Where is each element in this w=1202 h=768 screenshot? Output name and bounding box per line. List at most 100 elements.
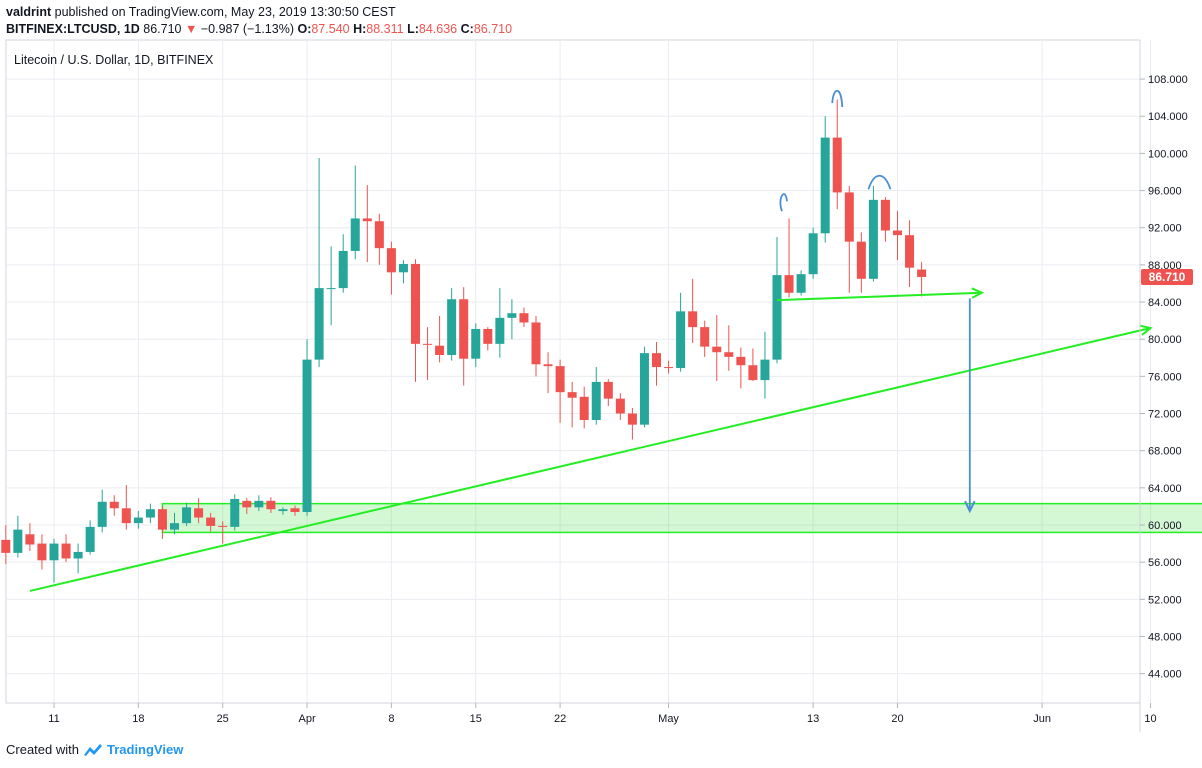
candle <box>724 325 734 371</box>
candle-body <box>868 199 878 279</box>
candle <box>85 520 95 555</box>
candle <box>109 495 119 516</box>
time-tick-label: 10 <box>1144 713 1156 725</box>
candle <box>495 288 505 358</box>
candle-body <box>73 551 83 559</box>
time-tick-label: 22 <box>554 713 566 725</box>
created-with-text: Created with <box>6 742 79 757</box>
candle <box>314 158 324 368</box>
candle <box>326 246 336 326</box>
candle <box>808 227 818 279</box>
time-tick-label: May <box>658 713 679 725</box>
time-tick-label: 11 <box>48 713 59 725</box>
candle-body <box>230 498 240 527</box>
candle-body <box>97 501 107 527</box>
candle-body <box>760 359 770 381</box>
candle-body <box>507 313 517 318</box>
price-tick-label: 92.000 <box>1148 223 1182 235</box>
candle-body <box>194 508 204 518</box>
candle-body <box>423 343 433 345</box>
candle <box>338 234 348 293</box>
author-name[interactable]: valdrint <box>6 5 52 19</box>
candle <box>386 241 396 295</box>
candle-body <box>218 525 228 527</box>
pattern-mark-right <box>867 174 892 190</box>
pattern-mark-left <box>779 193 788 212</box>
plot-area[interactable] <box>5 39 1141 704</box>
publish-info: valdrint published on TradingView.com, M… <box>6 5 396 19</box>
candle <box>471 323 481 368</box>
candle-body <box>483 328 493 344</box>
candle-body <box>290 508 300 512</box>
candle-body <box>748 365 758 381</box>
candle <box>362 184 372 263</box>
candle <box>639 346 649 428</box>
candle-body <box>880 199 890 231</box>
candle <box>302 339 312 516</box>
candle <box>97 489 107 533</box>
candle <box>133 511 143 529</box>
price-tick-label: 52.000 <box>1148 594 1182 606</box>
price-tick-label: 88.000 <box>1148 260 1182 272</box>
candle-body <box>567 392 577 398</box>
candle <box>49 538 59 583</box>
candle <box>748 348 758 382</box>
candle-body <box>278 509 288 512</box>
price-axis[interactable]: 44.000 48.000 52.000 56.000 60.000 64.000 68.0… <box>1140 74 1188 681</box>
time-tick-label: 18 <box>132 713 144 725</box>
candle <box>652 341 661 386</box>
candle <box>350 165 360 260</box>
candle <box>423 327 433 381</box>
candle <box>242 498 252 514</box>
candle-body <box>591 381 601 421</box>
chart-title: Litecoin / U.S. Dollar, 1D, BITFINEX <box>14 53 214 67</box>
last-price-label: 86.710 <box>1149 270 1186 284</box>
candle <box>290 505 300 516</box>
low-value: 84.636 <box>418 22 458 36</box>
time-axis[interactable]: 11 18 25 Apr 8 15 22 May 13 20 Jun 10 <box>48 703 1157 725</box>
candle-body <box>350 218 360 251</box>
neckline-arrowhead <box>971 287 985 299</box>
candle-body <box>615 398 625 414</box>
price-tick-label: 48.000 <box>1148 631 1182 643</box>
candle <box>868 185 878 282</box>
candle <box>1 525 11 565</box>
price-tick-label: 84.000 <box>1148 297 1182 309</box>
candle-body <box>447 299 457 355</box>
candle <box>254 495 264 512</box>
candle <box>266 497 276 513</box>
candle <box>832 99 842 210</box>
candle <box>182 502 192 526</box>
candle-body <box>712 346 722 353</box>
candle <box>374 213 384 265</box>
candles <box>1 99 927 583</box>
candle <box>664 360 674 374</box>
pattern-mark-head <box>831 89 844 108</box>
candle <box>784 218 794 298</box>
support-zone-layer <box>161 502 1202 534</box>
candle <box>61 534 71 563</box>
candle-body <box>688 311 698 328</box>
candle-body <box>170 523 179 530</box>
last-price-tag: 86.710 <box>1141 268 1193 285</box>
candle <box>447 288 457 361</box>
candle-body <box>314 288 324 360</box>
candle <box>736 347 746 389</box>
candle-body <box>832 137 842 193</box>
candle-body <box>724 352 734 357</box>
price-tick-label: 68.000 <box>1148 446 1182 458</box>
candle <box>170 512 179 535</box>
candle-body <box>700 327 710 347</box>
published-text: published on TradingView.com, May 23, 20… <box>54 5 396 19</box>
annotations <box>29 89 1153 592</box>
candle-body <box>893 230 902 236</box>
tradingview-brand[interactable]: TradingView <box>106 742 184 757</box>
candle-body <box>254 500 264 508</box>
candle-body <box>808 233 818 275</box>
candle-body <box>627 413 637 425</box>
candle <box>507 299 517 340</box>
time-tick-label: Jun <box>1033 713 1051 725</box>
candle-body <box>374 221 384 249</box>
candle-body <box>471 328 481 359</box>
